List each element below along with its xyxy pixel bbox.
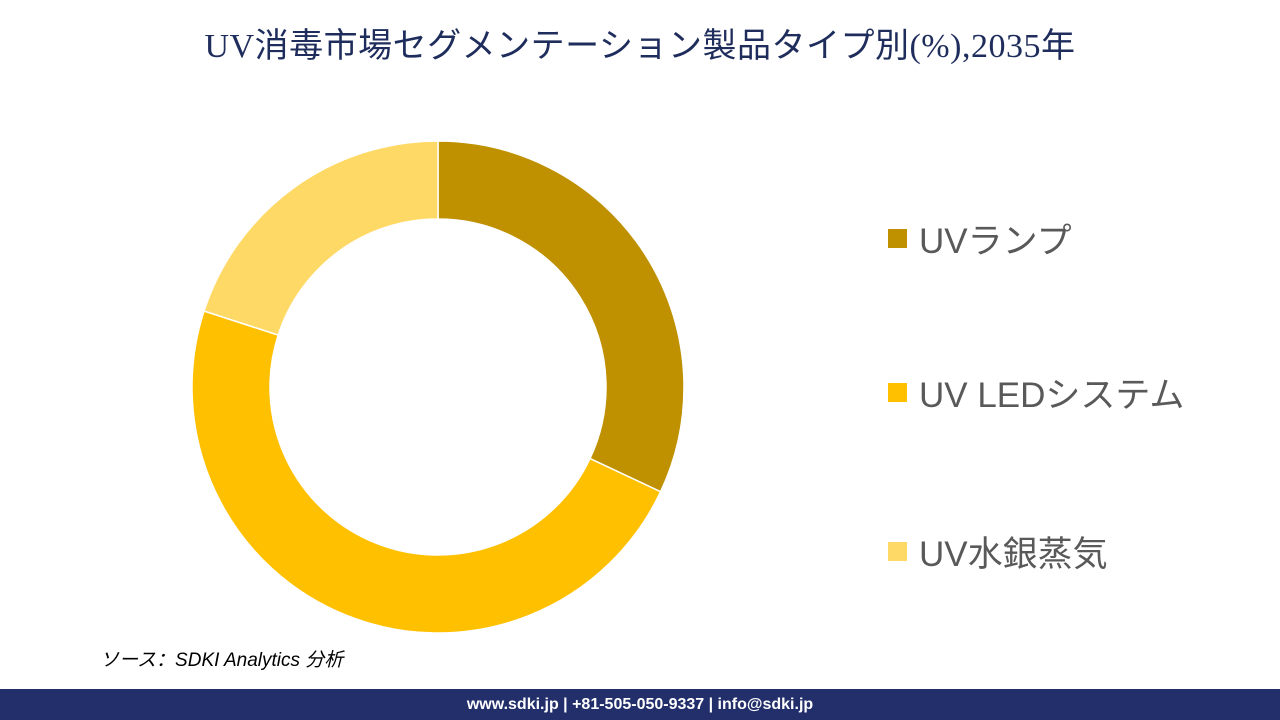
source-note: ソース：SDKI Analytics 分析 [100, 650, 344, 671]
legend-item-uv-lamp: UVランプ [888, 213, 1072, 264]
donut-segment [203, 140, 439, 337]
legend-label: UV LEDシステム [919, 376, 1185, 415]
legend-label: UVランプ [919, 222, 1072, 261]
donut-segment [191, 310, 662, 634]
legend-swatch-icon [888, 229, 907, 248]
footer-bar: www.sdki.jp | +81-505-050-9337 | info@sd… [0, 689, 1280, 720]
chart-title: UV消毒市場セグメンテーション製品タイプ別(%),2035年 [204, 28, 1076, 65]
donut-segment [437, 140, 685, 493]
legend-label: UV水銀蒸気 [919, 535, 1108, 574]
legend-item-uv-led: UV LEDシステム [888, 367, 1184, 418]
legend-item-uv-mercury: UV水銀蒸気 [888, 526, 1108, 577]
legend-swatch-icon [888, 383, 907, 402]
legend-swatch-icon [888, 542, 907, 561]
